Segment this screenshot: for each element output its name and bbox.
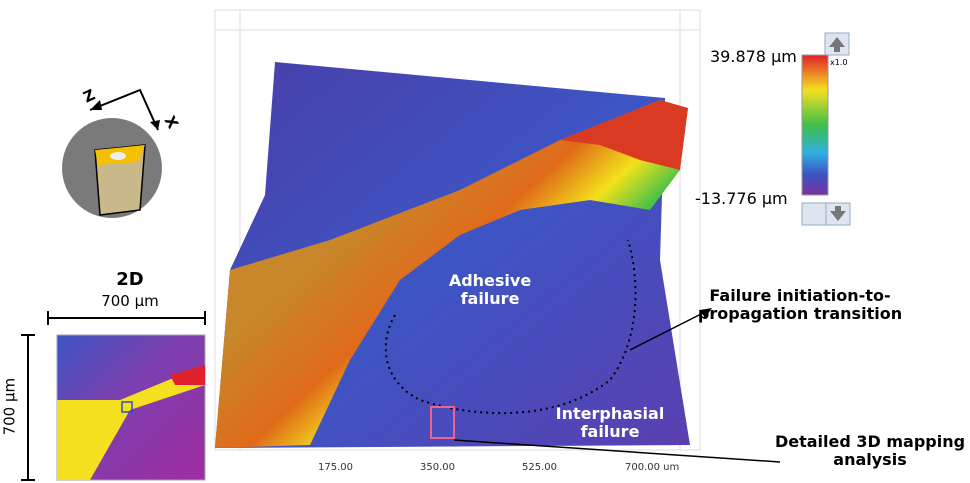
inset-title: 2D: [116, 269, 144, 290]
inset-width-label: 700 µm: [101, 292, 159, 310]
inset-marker: [121, 401, 133, 413]
surface-band: [215, 100, 688, 448]
surface-ridge: [560, 100, 688, 170]
x-tick-label: 350.00: [420, 462, 455, 473]
dimension-lines: [21, 311, 206, 481]
scale-min-label: -13.776 µm: [695, 189, 788, 208]
orientation-diagram: [62, 88, 162, 218]
down-arrow: [830, 206, 846, 221]
leader-line: [629, 311, 706, 351]
scale-zoom: x1.0: [830, 58, 848, 67]
annotation-interphasial: Interphasial failure: [555, 404, 665, 442]
arrow-head: [700, 308, 712, 318]
inset-height-label: 700 µm: [0, 377, 19, 436]
x-tick-label: 175.00: [318, 462, 353, 473]
annotation-adhesive: Adhesive failure: [448, 271, 532, 309]
inset-ridge: [170, 365, 205, 385]
annotation-transition: Failure initiation-to-propagation transi…: [697, 286, 903, 324]
x-tick-label: 700.00 um: [625, 462, 680, 473]
inset-band: [57, 365, 205, 480]
scale-reset-button[interactable]: [801, 202, 827, 226]
color-bar: [801, 54, 829, 196]
leader-line: [453, 439, 781, 463]
annotation-mapping: Detailed 3D mapping analysis: [774, 432, 966, 470]
x-tick-label: 525.00: [522, 462, 557, 473]
mapping-region: [430, 406, 455, 439]
up-arrow: [829, 37, 845, 52]
transition-boundary: [384, 239, 637, 415]
scale-max-label: 39.878 µm: [710, 47, 797, 66]
